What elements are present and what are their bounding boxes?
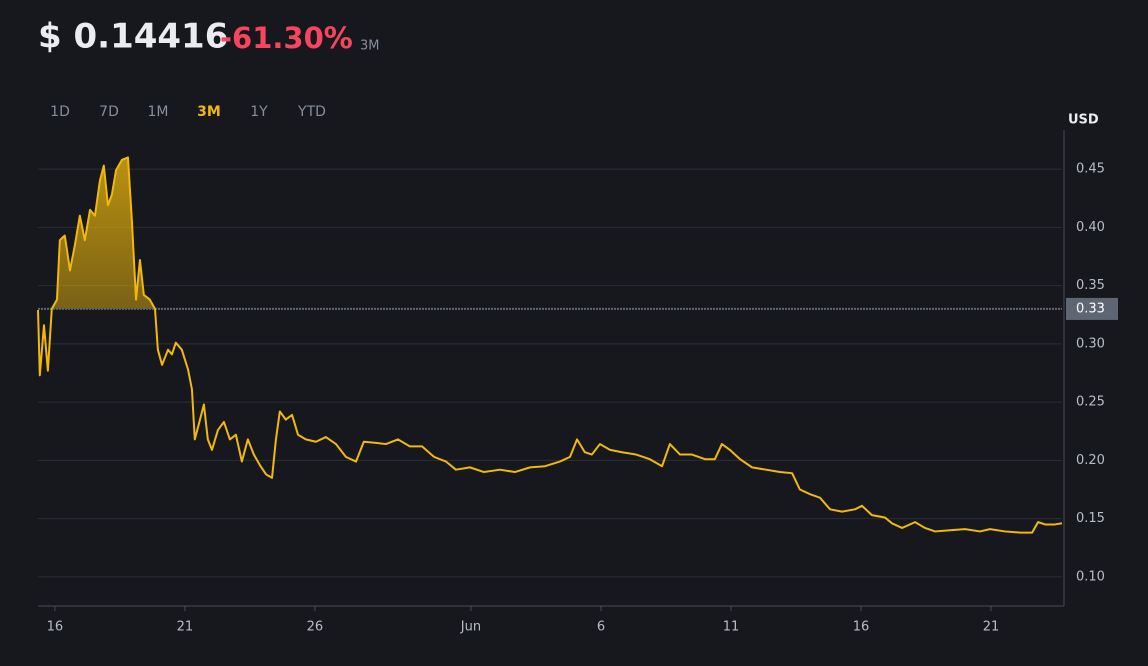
x-tick-label: 6	[597, 620, 605, 635]
x-tick-label: 26	[307, 620, 324, 635]
price: $ 0.14416	[38, 17, 228, 57]
baseline-label: 0.33	[1076, 301, 1105, 316]
y-tick-label: 0.45	[1076, 162, 1105, 177]
y-tick-label: 0.15	[1076, 511, 1105, 526]
range-label: 3M	[360, 39, 380, 54]
x-tick-label: 21	[177, 620, 194, 635]
x-tick-label: Jun	[460, 620, 481, 635]
y-tick-label: 0.25	[1076, 395, 1105, 410]
y-tick-label: 0.30	[1076, 336, 1105, 351]
range-tab[interactable]: 7D	[99, 104, 119, 120]
range-tab[interactable]: 3M	[197, 104, 221, 120]
price-line	[37, 156, 1063, 534]
baseline-label-box	[1066, 297, 1118, 320]
area-fill	[51, 157, 156, 309]
range-tab[interactable]: 1Y	[250, 104, 268, 120]
y-tick-label: 0.35	[1076, 278, 1105, 293]
y-tick-label: 0.40	[1076, 220, 1105, 235]
range-tab[interactable]: 1M	[148, 104, 169, 120]
x-tick-label: 16	[853, 620, 870, 635]
x-tick-label: 21	[983, 620, 1000, 635]
x-tick-label: 16	[47, 620, 64, 635]
change: -61.30%	[220, 21, 353, 55]
y-tick-label: 0.20	[1076, 453, 1105, 468]
range-tab[interactable]: YTD	[297, 104, 326, 120]
range-tab[interactable]: 1D	[50, 104, 70, 120]
x-tick-label: 11	[723, 620, 740, 635]
y-axis-label: USD	[1068, 113, 1099, 128]
y-tick-label: 0.10	[1076, 569, 1105, 584]
